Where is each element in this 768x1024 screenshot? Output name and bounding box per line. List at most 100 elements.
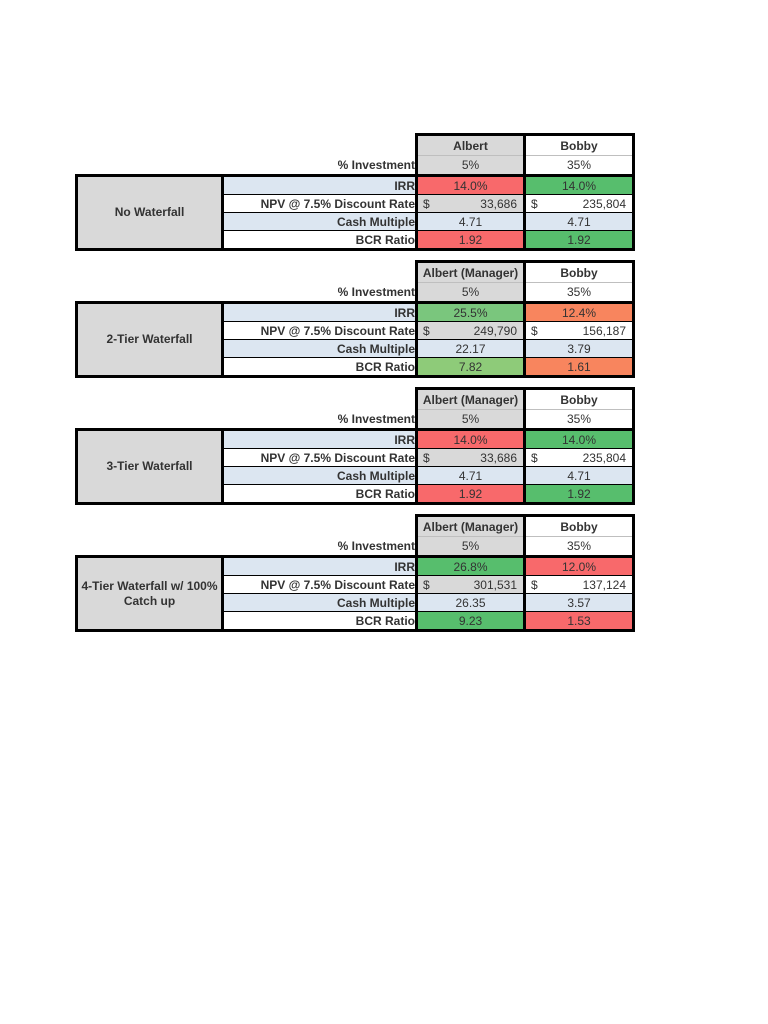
percent-investment-label: % Investment <box>337 157 415 172</box>
percent-investment-value: 35% <box>523 536 635 558</box>
currency-amount: 301,531 <box>473 577 517 592</box>
metric-label: NPV @ 7.5% Discount Rate <box>221 575 418 594</box>
metric-value: 3.57 <box>523 593 635 612</box>
currency-amount: 137,124 <box>582 577 626 592</box>
percent-investment-row: % Investment 5% 35% <box>76 409 635 431</box>
currency-amount: 235,804 <box>582 450 626 465</box>
metric-value: 1.92 <box>523 230 635 251</box>
metric-label: IRR <box>221 428 418 449</box>
metric-value: 9.23 <box>415 611 526 632</box>
currency-symbol: $ <box>531 323 538 338</box>
percent-investment-value: 35% <box>523 282 635 304</box>
currency-amount: 33,686 <box>480 196 517 211</box>
currency-value: $235,804 <box>528 196 631 211</box>
metric-row: 2-Tier Waterfall IRR 25.5% 12.4% <box>75 301 635 378</box>
metric-value: 4.71 <box>415 212 526 231</box>
currency-value: $301,531 <box>420 577 522 592</box>
metric-value: $33,686 <box>415 448 526 467</box>
metric-row: Cash Multiple 4.71 4.71 <box>77 212 635 231</box>
metric-label: BCR Ratio <box>221 611 418 632</box>
currency-value: $249,790 <box>420 323 522 338</box>
percent-investment-label: % Investment <box>337 538 415 553</box>
metric-label: NPV @ 7.5% Discount Rate <box>221 448 418 467</box>
column-header-bobby: Bobby <box>523 387 635 410</box>
currency-symbol: $ <box>423 323 430 338</box>
spacer-cell <box>76 388 417 410</box>
metric-value: 22.17 <box>415 339 526 358</box>
metric-value: $156,187 <box>523 321 635 340</box>
metric-value: 14.0% <box>415 428 526 449</box>
column-header-bobby: Bobby <box>523 133 635 156</box>
metric-label: BCR Ratio <box>221 357 418 378</box>
currency-symbol: $ <box>423 196 430 211</box>
group-label: 4-Tier Waterfall w/ 100% Catch up <box>75 555 224 632</box>
currency-value: $235,804 <box>528 450 631 465</box>
header-row: Albert (Manager) Bobby <box>76 514 635 537</box>
currency-value: $33,686 <box>420 450 522 465</box>
metric-value: 26.8% <box>415 555 526 576</box>
currency-amount: 33,686 <box>480 450 517 465</box>
metric-label: BCR Ratio <box>221 230 418 251</box>
spacer-cell <box>76 515 417 537</box>
metric-label: BCR Ratio <box>221 484 418 505</box>
percent-investment-value: 5% <box>415 155 526 177</box>
column-header-bobby: Bobby <box>523 514 635 537</box>
metric-value: 1.92 <box>415 230 526 251</box>
currency-symbol: $ <box>531 196 538 211</box>
metric-label: IRR <box>221 301 418 322</box>
currency-value: $156,187 <box>528 323 631 338</box>
percent-investment-value: 5% <box>415 536 526 558</box>
metric-row: 4-Tier Waterfall w/ 100% Catch up IRR 26.8… <box>75 555 635 632</box>
tables-container: Albert Bobby% Investment 5% 35% No Waterfall… <box>75 133 635 641</box>
metric-row: NPV @ 7.5% Discount Rate $33,686 $235,804 <box>77 448 635 467</box>
currency-amount: 249,790 <box>473 323 517 338</box>
group-label: No Waterfall <box>75 174 224 251</box>
spacer-cell <box>76 134 417 156</box>
currency-symbol: $ <box>423 450 430 465</box>
metric-value: 4.71 <box>523 212 635 231</box>
metric-label: Cash Multiple <box>221 466 418 485</box>
metric-value: 14.0% <box>523 428 635 449</box>
metric-value: $235,804 <box>523 448 635 467</box>
metric-value: $249,790 <box>415 321 526 340</box>
currency-amount: 235,804 <box>582 196 626 211</box>
metric-value: 1.61 <box>523 357 635 378</box>
currency-value: $33,686 <box>420 196 522 211</box>
waterfall-table-1: Albert Bobby% Investment 5% 35% No Waterfall… <box>75 133 635 251</box>
metric-value: 7.82 <box>415 357 526 378</box>
metric-label: IRR <box>221 174 418 195</box>
metric-row: NPV @ 7.5% Discount Rate $33,686 $235,804 <box>77 194 635 213</box>
metric-value: 4.71 <box>415 466 526 485</box>
waterfall-table-4: Albert (Manager) Bobby% Investment 5% 35% 4-… <box>75 514 635 632</box>
metric-label: IRR <box>221 555 418 576</box>
column-header-albert: Albert (Manager) <box>415 387 526 410</box>
metric-label: Cash Multiple <box>221 212 418 231</box>
metric-row: 3-Tier Waterfall IRR 14.0% 14.0% <box>75 428 635 505</box>
metric-row: BCR Ratio 1.92 1.92 <box>77 230 635 251</box>
spacer-cell <box>76 409 223 430</box>
metric-label: NPV @ 7.5% Discount Rate <box>221 194 418 213</box>
column-header-albert: Albert (Manager) <box>415 260 526 283</box>
metric-row: BCR Ratio 7.82 1.61 <box>77 357 635 378</box>
metric-row: No Waterfall IRR 14.0% 14.0% <box>75 174 635 251</box>
percent-investment-value: 35% <box>523 409 635 431</box>
metric-value: 4.71 <box>523 466 635 485</box>
spacer-cell <box>76 155 223 176</box>
metric-value: $235,804 <box>523 194 635 213</box>
metric-value: 26.35 <box>415 593 526 612</box>
metric-row: BCR Ratio 1.92 1.92 <box>77 484 635 505</box>
column-header-albert: Albert (Manager) <box>415 514 526 537</box>
metric-row: Cash Multiple 26.35 3.57 <box>77 593 635 612</box>
metric-row: Cash Multiple 4.71 4.71 <box>77 466 635 485</box>
group-label: 3-Tier Waterfall <box>75 428 224 505</box>
currency-symbol: $ <box>531 577 538 592</box>
currency-value: $137,124 <box>528 577 631 592</box>
currency-symbol: $ <box>531 450 538 465</box>
currency-symbol: $ <box>423 577 430 592</box>
spacer-cell <box>76 282 223 303</box>
metric-label: Cash Multiple <box>221 339 418 358</box>
metric-value: 14.0% <box>415 174 526 195</box>
metric-value: $137,124 <box>523 575 635 594</box>
metric-value: $301,531 <box>415 575 526 594</box>
